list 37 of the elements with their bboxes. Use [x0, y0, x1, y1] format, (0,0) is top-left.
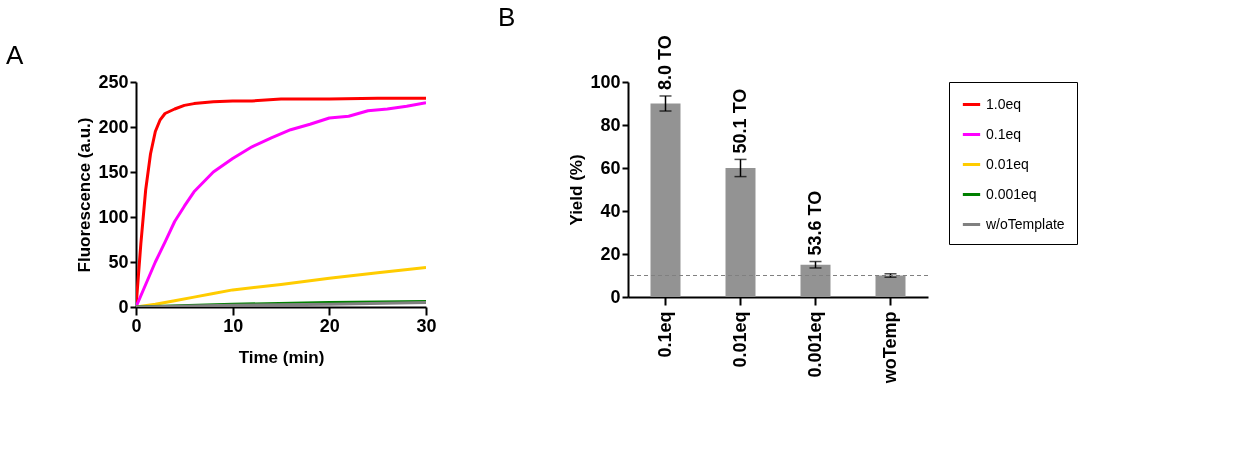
y-tick-label: 100 — [98, 206, 129, 227]
annotation: 8.0 TO — [654, 35, 675, 90]
y-tick-label: 200 — [98, 116, 129, 137]
y-tick-label: 100 — [590, 71, 621, 92]
y-tick-label: 0 — [610, 286, 621, 307]
x-tick-label: 30 — [416, 315, 437, 336]
bar — [800, 264, 831, 297]
y-tick-label: 20 — [600, 243, 621, 264]
chart-title: B — [497, 2, 516, 33]
annotation: 50.1 TO — [729, 88, 750, 154]
y-tick-label: 80 — [600, 114, 621, 135]
x-tick-label: 20 — [319, 315, 340, 336]
legend-label: 1.0eq — [986, 95, 1022, 112]
x-tick-label: woTemp — [879, 311, 900, 385]
legend-label: 0.001eq — [986, 185, 1037, 202]
x-axis-title: Time (min) — [238, 347, 325, 367]
bar — [650, 103, 681, 297]
x-tick-label: 0.001eq — [804, 311, 825, 378]
y-tick-label: 40 — [600, 200, 621, 221]
y-tick-label: 60 — [600, 157, 621, 178]
legend-label: w/oTemplate — [985, 215, 1065, 232]
bar — [875, 275, 906, 297]
chart-title: A — [5, 40, 24, 70]
legend-label: 0.01eq — [986, 155, 1029, 172]
x-tick-label: 0.01eq — [729, 311, 750, 368]
y-tick-label: 250 — [98, 71, 129, 92]
x-tick-label: 10 — [223, 315, 244, 336]
legend-label: 0.1eq — [986, 125, 1022, 142]
y-tick-label: 0 — [118, 296, 129, 317]
y-tick-label: 50 — [108, 251, 129, 272]
y-axis-title: Fluorescence (a.u.) — [75, 117, 95, 273]
y-tick-label: 150 — [98, 161, 129, 182]
annotation: 53.6 TO — [804, 190, 825, 256]
bar — [725, 168, 756, 297]
y-axis-title: Yield (%) — [567, 154, 587, 226]
x-tick-label: 0.1eq — [654, 311, 675, 358]
x-tick-label: 0 — [131, 315, 142, 336]
